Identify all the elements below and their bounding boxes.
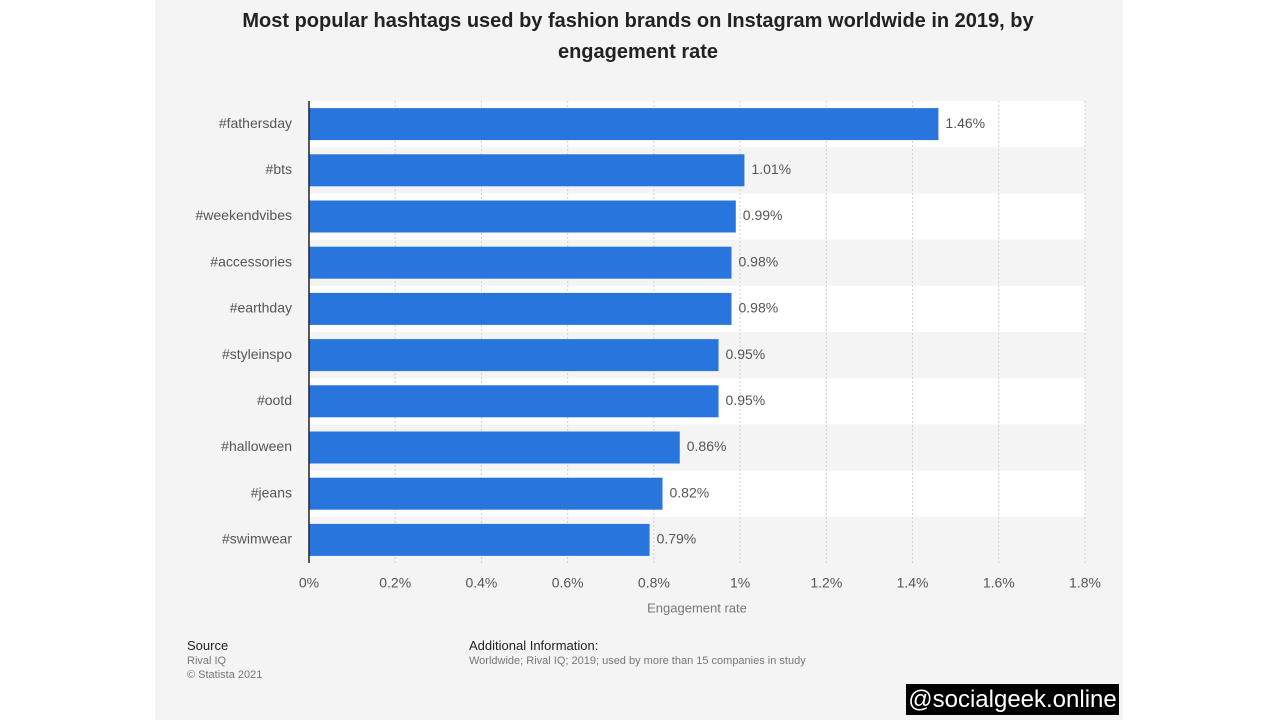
x-tick-label: 1% [730, 575, 750, 591]
chart-title: Most popular hashtags used by fashion br… [242, 10, 1034, 63]
bar [309, 385, 719, 418]
x-tick-label: 1.4% [897, 575, 929, 591]
data-label: 0.86% [687, 438, 727, 454]
y-tick-label: #swimwear [222, 531, 292, 547]
watermark: @socialgeek.online [906, 684, 1119, 715]
data-label: 0.79% [657, 531, 697, 547]
x-tick-label: 0.2% [379, 575, 411, 591]
x-tick-label: 0.4% [465, 575, 497, 591]
copyright: © Statista 2021 [187, 669, 263, 681]
bar [309, 339, 719, 372]
bar [309, 108, 939, 141]
y-tick-label: #fathersday [219, 115, 292, 131]
data-label: 1.01% [751, 161, 791, 177]
data-label: 1.46% [945, 115, 985, 131]
x-tick-label: 0.6% [552, 575, 584, 591]
additional-info: Worldwide; Rival IQ; 2019; used by more … [469, 655, 806, 667]
y-tick-label: #halloween [221, 438, 292, 454]
bar [309, 154, 745, 187]
data-label: 0.98% [738, 253, 778, 269]
bar [309, 431, 680, 464]
bar [309, 246, 732, 279]
y-tick-label: #accessories [210, 253, 292, 269]
bar [309, 292, 732, 325]
x-tick-label: 0.8% [638, 575, 670, 591]
bar [309, 523, 650, 556]
data-label: 0.95% [726, 346, 766, 362]
bar [309, 200, 736, 233]
x-tick-label: 1.2% [810, 575, 842, 591]
x-tick-label: 1.6% [983, 575, 1015, 591]
x-tick-label: 1.8% [1069, 575, 1101, 591]
data-label: 0.95% [726, 392, 766, 408]
y-tick-label: #earthday [230, 300, 292, 316]
source: Rival IQ [187, 655, 227, 667]
x-tick-label: 0% [299, 575, 319, 591]
data-label: 0.98% [738, 300, 778, 316]
additional-info-label: Additional Information: [469, 638, 599, 653]
y-tick-label: #ootd [257, 392, 292, 408]
data-label: 0.82% [670, 484, 710, 500]
data-label: 0.99% [743, 207, 783, 223]
y-tick-label: #jeans [251, 484, 292, 500]
source-label: Source [187, 638, 229, 653]
y-tick-label: #bts [266, 161, 292, 177]
y-tick-label: #styleinspo [222, 346, 292, 362]
x-axis-title: Engagement rate [647, 600, 747, 615]
bar [309, 477, 663, 510]
y-tick-label: #weekendvibes [195, 207, 292, 223]
